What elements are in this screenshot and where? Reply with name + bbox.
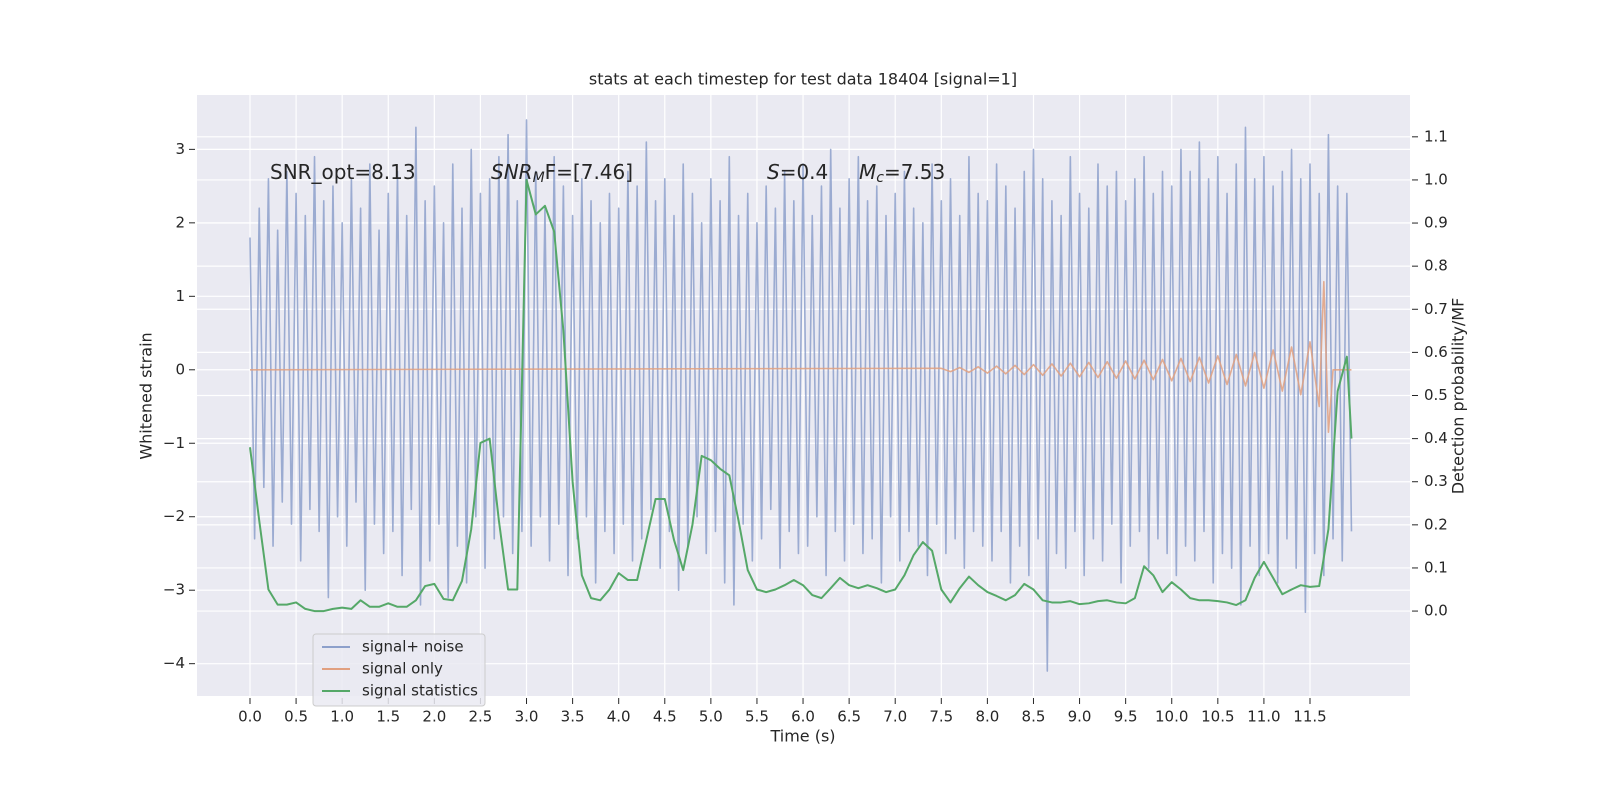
annotation-base: SNR: [491, 160, 533, 184]
series-line: [249, 119, 1353, 672]
x-tick-label: 3.5: [561, 708, 585, 726]
x-tick-label: 11.5: [1293, 708, 1326, 726]
x-tick-label: 4.5: [653, 708, 677, 726]
annotation: SNR_opt=8.13: [270, 160, 416, 184]
y-tick-label: 3: [175, 140, 185, 158]
y-axis-label: Whitened strain: [137, 332, 156, 459]
x-tick-label: 6.5: [837, 708, 861, 726]
x-tick-label: 11.0: [1247, 708, 1280, 726]
x-tick-label: 3.0: [515, 708, 539, 726]
annotation: SNRMF=[7.46]: [491, 160, 633, 187]
annotation-text: SNR_opt=8.13: [270, 160, 416, 184]
x-tick-label: 5.5: [745, 708, 769, 726]
x-tick-label: 2.5: [469, 708, 493, 726]
x-tick-label: 0.5: [284, 708, 308, 726]
x-tick-label: 1.0: [330, 708, 354, 726]
legend-label: signal statistics: [362, 682, 478, 700]
y2-tick-label: 0.1: [1424, 558, 1448, 576]
x-axis-label: Time (s): [769, 727, 835, 746]
annotation-text: =0.4: [780, 160, 829, 184]
annotation: Mc=7.53: [859, 160, 945, 187]
y-tick-label: −3: [163, 581, 185, 599]
x-tick-label: 10.0: [1155, 708, 1188, 726]
legend-label: signal+ noise: [362, 638, 464, 656]
y2-tick-label: 0.6: [1424, 343, 1448, 361]
x-tick-label: 10.5: [1201, 708, 1234, 726]
annotation-base: S: [767, 160, 780, 184]
annotation-subscript: c: [876, 170, 884, 186]
x-tick-label: 9.0: [1068, 708, 1092, 726]
x-tick-label: 6.0: [791, 708, 815, 726]
annotation-text: F=[7.46]: [545, 160, 633, 184]
series-line: [249, 178, 1353, 613]
legend-box: [312, 633, 486, 707]
y2-tick-label: 0.2: [1424, 515, 1448, 533]
x-tick-label: 0.0: [238, 708, 262, 726]
y2-tick-label: 0.7: [1424, 300, 1448, 318]
chart-title: stats at each timestep for test data 184…: [589, 70, 1017, 89]
y2-tick-label: 0.5: [1424, 386, 1448, 404]
x-tick-label: 7.5: [929, 708, 953, 726]
x-tick-label: 4.0: [607, 708, 631, 726]
x-tick-label: 2.0: [422, 708, 446, 726]
annotation-text: =7.53: [884, 160, 945, 184]
y2-tick-label: 0.9: [1424, 214, 1448, 232]
y2-tick-label: 1.1: [1424, 127, 1448, 145]
y-tick-label: −2: [163, 507, 185, 525]
x-tick-label: 5.0: [699, 708, 723, 726]
y2-tick-label: 0.3: [1424, 472, 1448, 490]
x-tick-label: 9.5: [1114, 708, 1138, 726]
y2-tick-label: 0.8: [1424, 257, 1448, 275]
annotation-subscript: M: [533, 170, 545, 186]
y-tick-label: −4: [163, 654, 185, 672]
x-tick-label: 8.5: [1022, 708, 1046, 726]
y-tick-label: 0: [175, 360, 185, 378]
x-tick-label: 1.5: [376, 708, 400, 726]
y2-tick-label: 1.0: [1424, 170, 1448, 188]
series-line: [249, 280, 1352, 434]
y-tick-label: −1: [163, 434, 185, 452]
y2-tick-label: 0.4: [1424, 429, 1448, 447]
y-tick-label: 1: [175, 287, 185, 305]
x-tick-label: 8.0: [975, 708, 999, 726]
annotation: S=0.4: [767, 160, 828, 184]
annotation-base: M: [859, 160, 876, 184]
y2-axis-label: Detection probability/MF: [1449, 298, 1468, 495]
x-tick-label: 7.0: [883, 708, 907, 726]
y-tick-label: 2: [175, 213, 185, 231]
legend-label: signal only: [362, 660, 443, 678]
y2-tick-label: 0.0: [1424, 602, 1448, 620]
